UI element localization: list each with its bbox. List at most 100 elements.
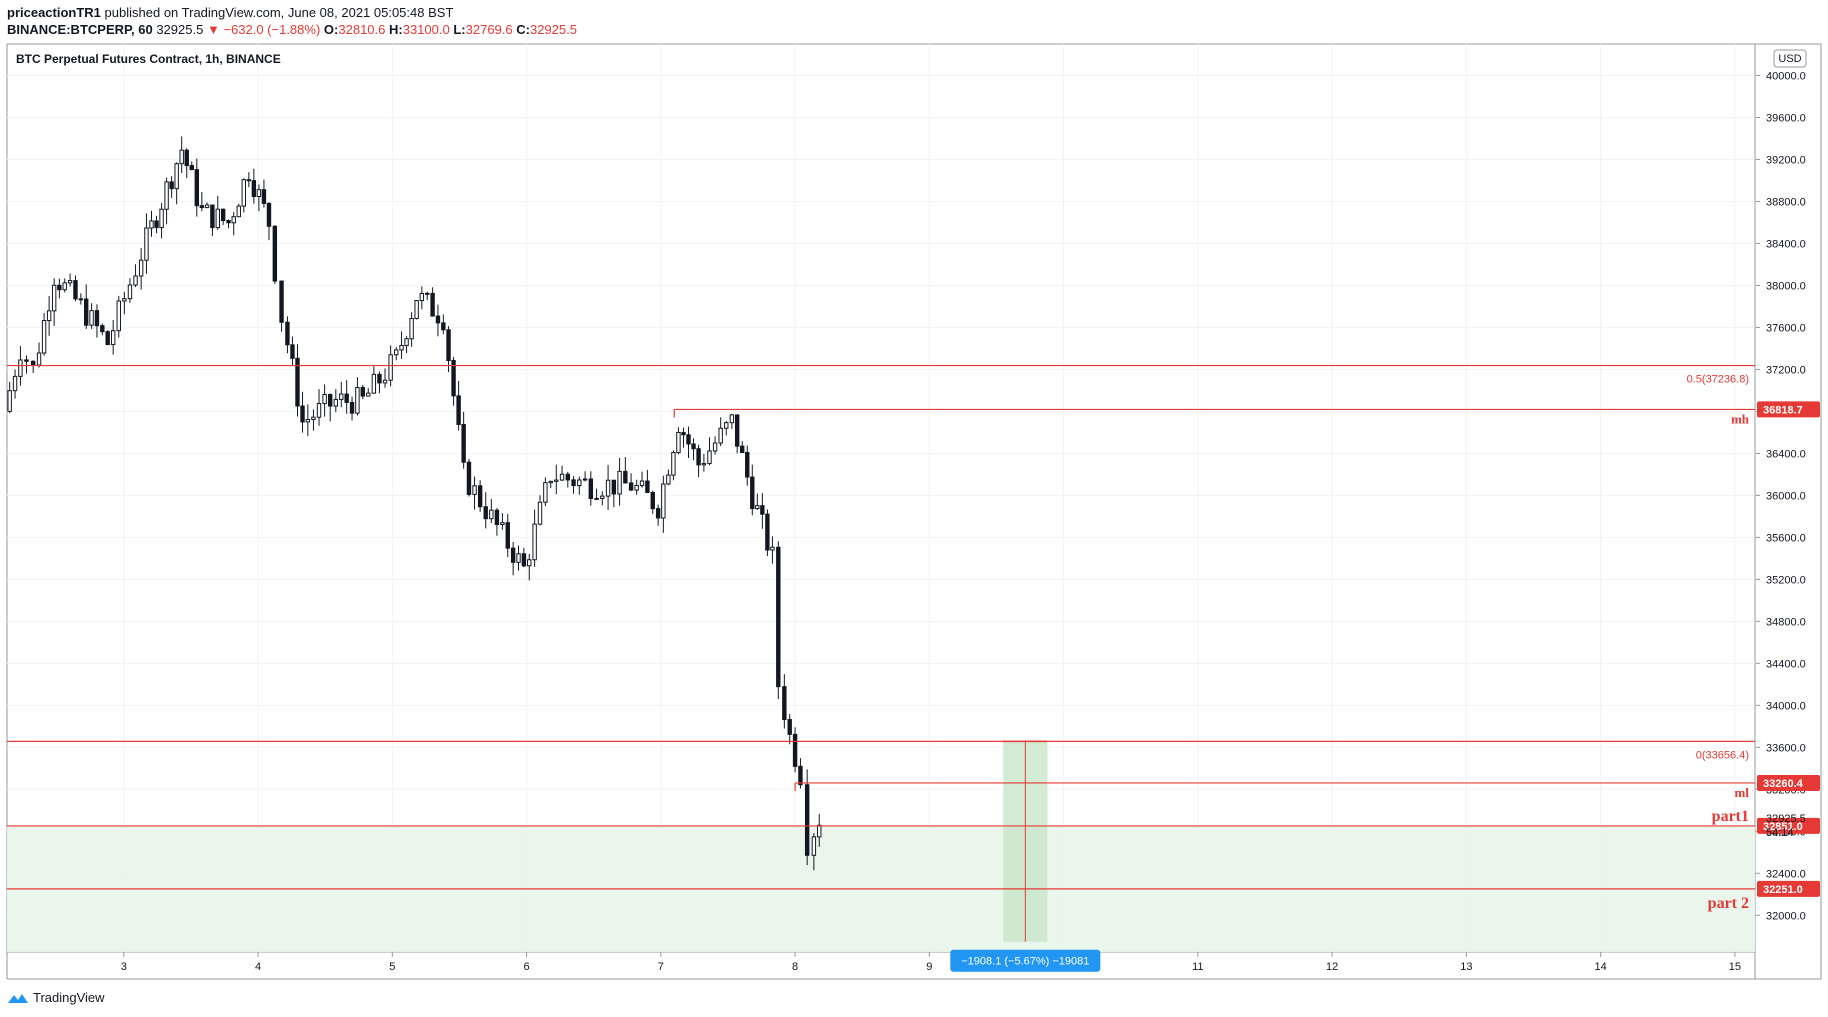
author-name[interactable]: priceactionTR1 <box>7 5 101 20</box>
candle-body <box>215 208 220 229</box>
candle-body <box>798 765 803 786</box>
y-tick-label: 33600.0 <box>1766 742 1806 754</box>
candle-body <box>770 546 775 551</box>
y-tick-label: 34000.0 <box>1766 700 1806 712</box>
candle-body <box>305 419 311 423</box>
candle-body <box>760 505 765 515</box>
candle-body <box>537 501 543 525</box>
x-tick-label: 15 <box>1729 961 1741 973</box>
candle-body <box>724 422 729 429</box>
y-tick-label: 35600.0 <box>1766 532 1806 544</box>
candle-body <box>339 393 344 400</box>
candle-body <box>266 202 272 227</box>
y-tick-label: 35200.0 <box>1766 574 1806 586</box>
current-price-label: 32925.5 <box>1766 813 1806 825</box>
candle-body <box>199 205 205 209</box>
candle-body <box>41 320 47 354</box>
candle-body <box>483 506 488 520</box>
high-value: 33100.0 <box>402 22 450 37</box>
candle-body <box>94 310 100 327</box>
x-tick-label: 3 <box>121 961 127 973</box>
candle-body <box>472 485 477 495</box>
candle-body <box>419 293 425 302</box>
candle-body <box>409 317 414 340</box>
measure-label: −1908.1 (−5.67%) −19081 <box>961 956 1089 968</box>
open-label: O: <box>323 22 339 37</box>
candle-body <box>729 414 735 424</box>
candle-body <box>804 784 810 856</box>
x-tick-label: 5 <box>389 961 395 973</box>
candle-body <box>349 401 355 414</box>
candle-body <box>466 461 472 495</box>
y-tick-label: 34800.0 <box>1766 616 1806 628</box>
candle-body <box>290 344 295 359</box>
candle-body <box>404 338 409 346</box>
candle-body <box>279 280 284 323</box>
candle-body <box>272 225 278 282</box>
candle-body <box>12 375 18 392</box>
chart-title: BTC Perpetual Futures Contract, 1h, BINA… <box>16 52 281 66</box>
candle-body <box>194 169 200 207</box>
candle-body <box>261 189 267 204</box>
x-tick-label: 13 <box>1460 961 1472 973</box>
candle-body <box>707 450 712 465</box>
y-tick-label: 36400.0 <box>1766 448 1806 460</box>
candle-body <box>776 546 781 688</box>
candle-body <box>388 354 393 381</box>
y-tick-label: 40000.0 <box>1766 70 1806 82</box>
last-price: 32925.5 <box>156 22 204 37</box>
x-tick-label: 9 <box>926 961 932 973</box>
price-badge-text-mh: 36818.7 <box>1763 404 1803 416</box>
candle-body <box>355 387 360 414</box>
level-tag-part2: part 2 <box>1708 895 1749 912</box>
candle-body <box>461 423 466 463</box>
candle-body <box>36 352 42 366</box>
candle-body <box>399 344 404 351</box>
published-text: published on TradingView.com, June 08, 2… <box>104 5 454 20</box>
candle-body <box>179 149 184 165</box>
candle-body <box>489 509 494 520</box>
candle-body <box>144 227 149 261</box>
candle-body <box>554 479 559 482</box>
candle-body <box>149 220 154 229</box>
symbol-line: BINANCE:BTCPERP, 60 32925.5 ▼ −632.0 (−1… <box>7 21 577 38</box>
candle-body <box>701 463 707 466</box>
x-tick-label: 11 <box>1192 961 1203 973</box>
candle-body <box>159 208 164 229</box>
y-tick-label: 34400.0 <box>1766 658 1806 670</box>
candle-body <box>456 395 461 425</box>
price-badge-ml <box>1757 774 1820 791</box>
candle-body <box>645 480 650 494</box>
candle-body <box>671 452 676 476</box>
candle-body <box>505 522 510 549</box>
brand-text: TradingView <box>33 990 105 1005</box>
price-change: −632.0 (−1.88%) <box>223 22 321 37</box>
candle-body <box>755 505 760 510</box>
candle-body <box>617 470 622 495</box>
candle-body <box>623 470 628 484</box>
candle-body <box>634 485 639 491</box>
candle-body <box>300 405 305 423</box>
candle-body <box>138 259 144 277</box>
open-value: 32810.6 <box>338 22 386 37</box>
y-tick-label: 32400.0 <box>1766 868 1806 880</box>
candle-body <box>154 220 159 229</box>
candle-body <box>295 357 300 407</box>
tradingview-logo[interactable]: TradingView <box>7 990 105 1005</box>
x-tick-label: 8 <box>792 961 798 973</box>
candle-body <box>686 434 691 445</box>
candle-body <box>425 292 430 295</box>
candle-body <box>532 523 537 561</box>
candle-body <box>184 149 189 167</box>
countdown-label: 54:14 <box>1766 827 1794 839</box>
candle-body <box>62 282 67 291</box>
price-badge-mh <box>1757 401 1820 418</box>
price-badge-text-ml: 33260.4 <box>1763 778 1804 790</box>
candle-body <box>7 390 12 412</box>
candle-body <box>110 330 116 346</box>
candle-body <box>382 379 388 384</box>
candle-body <box>322 394 327 405</box>
candle-body <box>164 181 169 210</box>
candle-body <box>681 431 686 436</box>
